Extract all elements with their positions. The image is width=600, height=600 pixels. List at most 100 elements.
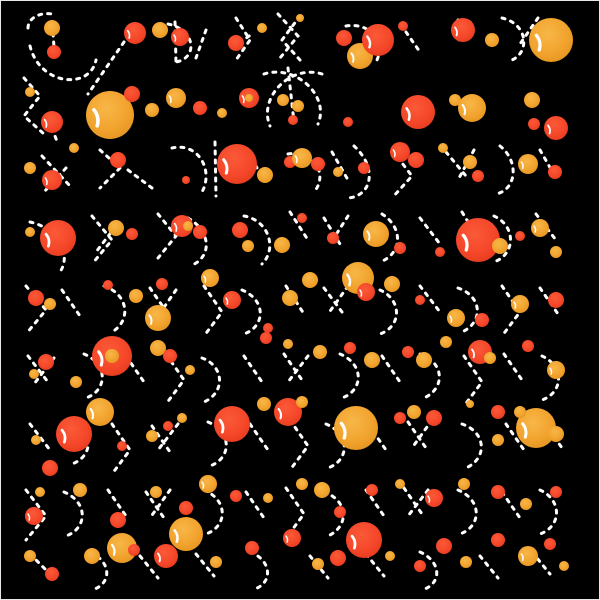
red-planet (390, 142, 410, 162)
planet-body (531, 219, 549, 237)
planet-body (518, 546, 538, 566)
dotted-orbit-path (286, 354, 310, 384)
planet-body (105, 349, 119, 363)
red-planet (156, 278, 168, 290)
amber-planet (25, 227, 35, 237)
planet-body (414, 560, 426, 572)
dotted-orbit-path (402, 486, 424, 516)
planet-highlight (27, 513, 31, 521)
planet-body (110, 152, 126, 168)
dotted-orbit-path (542, 420, 564, 450)
amber-planet (334, 406, 378, 450)
planet-highlight (359, 289, 363, 297)
planet-body (124, 22, 146, 44)
planet-body (550, 486, 562, 498)
red-planet (47, 45, 61, 59)
red-planet (394, 412, 406, 424)
red-planet (491, 485, 505, 499)
dotted-orbit-path (98, 148, 123, 190)
planet-body (402, 346, 414, 358)
planet-body (86, 398, 114, 426)
planet-body (311, 157, 325, 171)
planet-body (257, 397, 271, 411)
dotted-orbit-path (418, 284, 442, 314)
planet-highlight (427, 495, 431, 503)
planet-body (232, 222, 248, 238)
amber-planet (407, 405, 421, 419)
planet-highlight (203, 275, 207, 283)
planet-body (529, 18, 573, 62)
dotted-orbit-path (86, 40, 126, 96)
amber-planet (547, 361, 565, 379)
amber-planet (150, 486, 162, 498)
amber-planet (449, 94, 461, 106)
dotted-orbit-path (234, 16, 252, 62)
planet-body (44, 20, 60, 36)
planet-body (283, 339, 293, 349)
planet-body (524, 92, 540, 108)
amber-planet (84, 548, 100, 564)
amber-planet (313, 345, 327, 359)
red-planet (163, 349, 177, 363)
planet-body (217, 108, 227, 118)
amber-planet (185, 365, 195, 375)
amber-planet (105, 349, 119, 363)
red-planet (42, 170, 62, 190)
amber-planet (86, 398, 114, 426)
dotted-orbit-path (462, 354, 484, 408)
red-planet (228, 35, 244, 51)
dotted-orbit-path (244, 490, 266, 520)
planet-body (438, 143, 448, 153)
amber-planet (292, 100, 304, 112)
planet-body (288, 115, 298, 125)
planet-body (150, 486, 162, 498)
amber-planet (129, 289, 143, 303)
red-planet (41, 111, 63, 133)
dotted-orbit-path (504, 422, 526, 452)
planet-body (398, 21, 408, 31)
planet-body (456, 218, 500, 262)
planet-body (110, 512, 126, 528)
dotted-orbit-path (366, 422, 388, 452)
amber-planet (242, 240, 254, 252)
red-planet (124, 86, 140, 102)
red-planet (193, 101, 207, 115)
planet-body (28, 290, 44, 306)
dotted-orbit-path (346, 144, 371, 200)
red-planet (40, 220, 76, 256)
planet-body (150, 340, 166, 356)
red-planet (330, 550, 346, 566)
planet-body (31, 435, 41, 445)
red-planet (401, 95, 435, 129)
dotted-orbit-path (500, 284, 522, 338)
planet-body (44, 298, 56, 310)
planet-highlight (44, 232, 51, 248)
dotted-orbit-path (378, 288, 398, 336)
planet-body (401, 95, 435, 129)
red-planet (415, 295, 425, 305)
planet-body (390, 142, 410, 162)
planet-body (475, 313, 489, 327)
dotted-orbit-path (492, 214, 512, 264)
dotted-orbit-path (324, 422, 346, 470)
planet-highlight (148, 314, 153, 325)
amber-planet (274, 237, 290, 253)
planet-body (358, 162, 370, 174)
planet-body (260, 332, 272, 344)
amber-planet (492, 434, 504, 446)
dotted-orbit-path (24, 488, 48, 542)
dotted-orbit-path (418, 352, 441, 400)
planet-highlight (454, 26, 458, 37)
dotted-orbit-path (276, 12, 300, 60)
amber-planet (550, 246, 562, 258)
planet-highlight (339, 421, 347, 440)
planet-circles (24, 14, 573, 581)
planet-body (440, 336, 452, 348)
dotted-orbit-path (26, 354, 50, 384)
planet-body (245, 94, 253, 102)
planet-body (407, 405, 421, 419)
red-planet (117, 441, 127, 451)
planet-highlight (44, 177, 48, 186)
planet-highlight (366, 35, 372, 49)
